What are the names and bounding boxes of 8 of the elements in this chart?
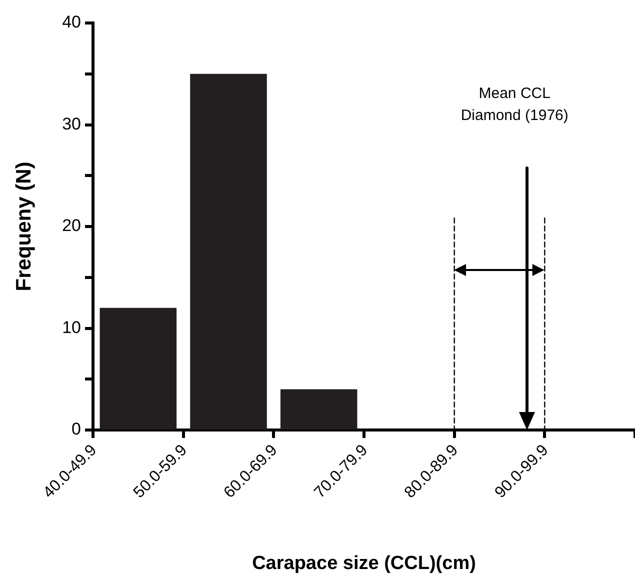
y-tick-label: 20: [62, 216, 81, 236]
y-tick-label: 30: [62, 114, 81, 134]
y-tick-label: 40: [62, 12, 81, 32]
y-tick-label: 10: [62, 318, 81, 337]
x-axis-title: Carapace size (CCL)(cm): [252, 552, 476, 574]
annotation: Mean CCL Diamond (1976): [460, 85, 568, 124]
y-tick-label: 0: [72, 420, 81, 439]
y-axis-title: Frequeny (N): [12, 162, 36, 292]
